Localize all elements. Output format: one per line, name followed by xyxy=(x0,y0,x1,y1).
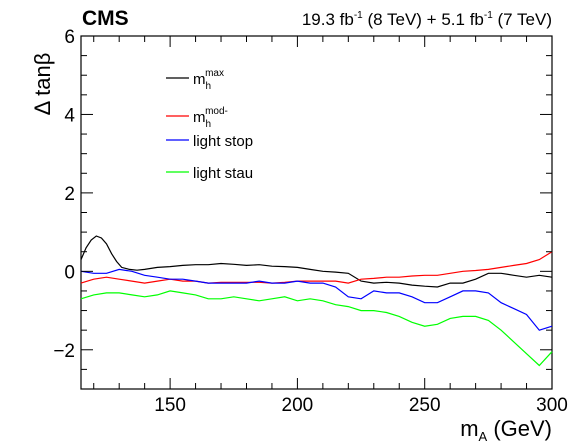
x-axis-title: mA (GeV) xyxy=(460,416,552,442)
legend-label-max: mhmax xyxy=(193,68,224,92)
y-tick-label: −2 xyxy=(53,341,75,362)
plot-frame xyxy=(80,35,553,390)
series-line-mod- xyxy=(80,251,553,284)
series-line-light-stau xyxy=(80,290,553,367)
x-tick-label: 150 xyxy=(154,395,186,416)
y-tick-label: 2 xyxy=(64,184,75,205)
legend-item-mod: mhmod- xyxy=(166,106,228,130)
legend-item-light-stop: light stop xyxy=(166,133,253,150)
tick-layer: 150 200 250 300 −2 0 2 4 6 xyxy=(53,27,568,416)
y-axis-title: Δ tanβ xyxy=(30,53,55,116)
y-tick-label: 4 xyxy=(64,105,75,126)
x-tick-label: 250 xyxy=(409,395,441,416)
legend-item-max: mhmax xyxy=(166,68,224,92)
legend: mhmax mhmod- light stop light stau xyxy=(166,68,253,182)
legend-item-light-stau: light stau xyxy=(166,165,253,182)
series-line-light-stop xyxy=(80,268,553,331)
legend-label-mod: mhmod- xyxy=(193,106,228,130)
experiment-label: CMS xyxy=(82,7,129,30)
legend-label-light-stau: light stau xyxy=(193,165,253,182)
series-line-max xyxy=(80,235,553,288)
legend-label-light-stop: light stop xyxy=(193,133,253,150)
y-tick-label: 0 xyxy=(64,262,75,283)
x-tick-label: 200 xyxy=(282,395,314,416)
y-tick-label: 6 xyxy=(64,27,75,48)
luminosity-label: 19.3 fb-1 (8 TeV) + 5.1 fb-1 (7 TeV) xyxy=(302,10,552,29)
series-layer xyxy=(80,235,553,367)
x-tick-label: 300 xyxy=(536,395,568,416)
